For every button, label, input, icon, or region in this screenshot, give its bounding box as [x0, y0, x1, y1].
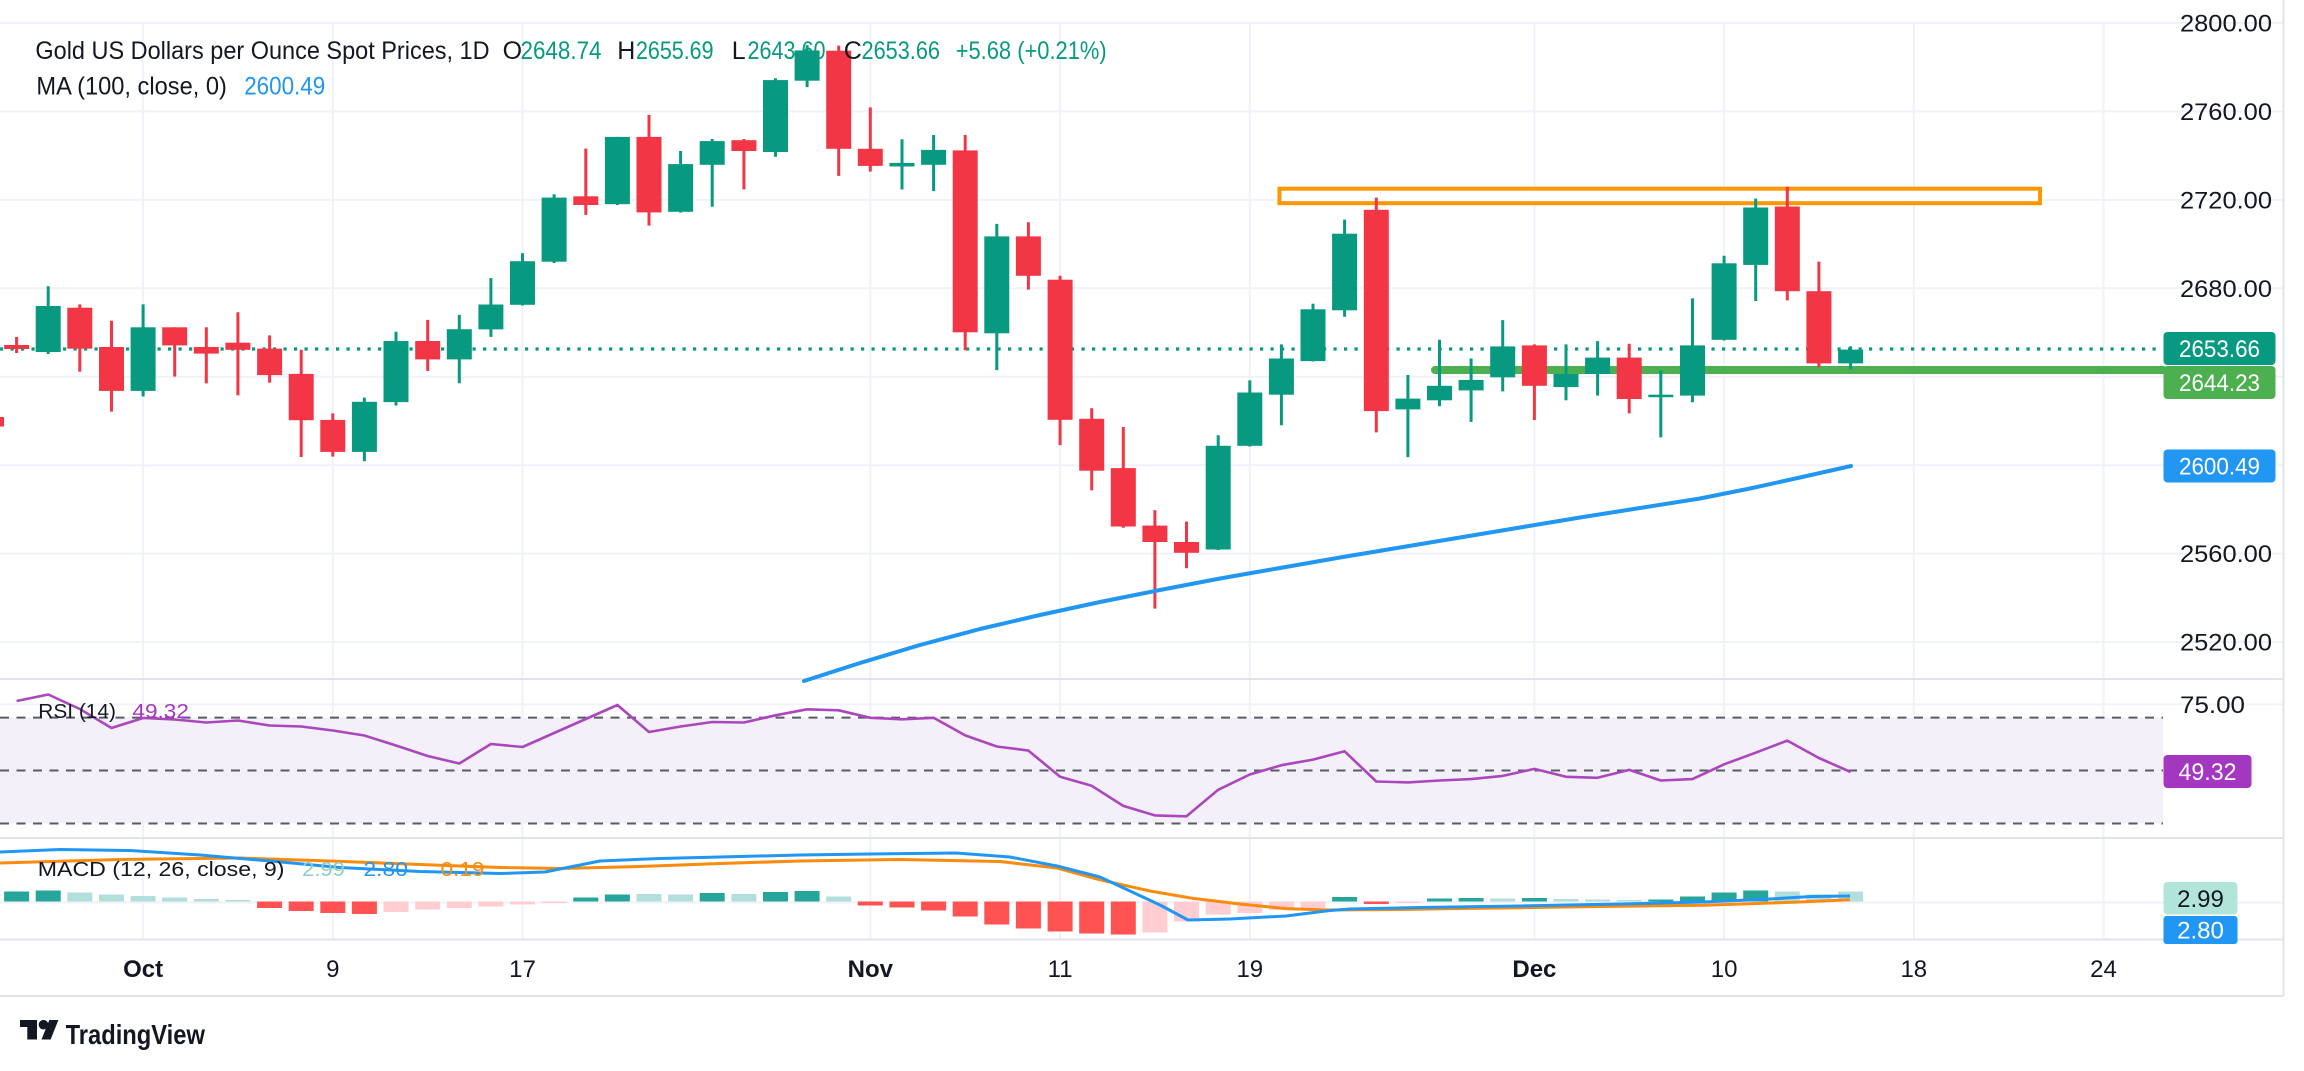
svg-text:2.99: 2.99 [302, 859, 345, 881]
svg-text:MACD (12, 26, close, 9): MACD (12, 26, close, 9) [38, 859, 285, 881]
svg-text:H: H [617, 37, 635, 65]
svg-text:75.00: 75.00 [2180, 692, 2245, 719]
svg-text:18: 18 [1900, 956, 1927, 983]
svg-text:2.80: 2.80 [364, 859, 408, 881]
svg-text:2600.49: 2600.49 [244, 73, 325, 101]
svg-text:2680.00: 2680.00 [2180, 276, 2272, 303]
svg-text:Gold US Dollars per Ounce Spot: Gold US Dollars per Ounce Spot Prices, 1… [35, 37, 489, 65]
svg-text:2.99: 2.99 [2177, 886, 2224, 913]
svg-text:O: O [503, 37, 522, 65]
svg-text:2653.66: 2653.66 [2179, 336, 2260, 363]
svg-text:Nov: Nov [848, 956, 894, 983]
svg-text:2720.00: 2720.00 [2180, 187, 2272, 214]
svg-text:Oct: Oct [123, 956, 163, 983]
svg-text:C: C [844, 37, 862, 65]
svg-text:TradingView: TradingView [66, 1019, 205, 1050]
svg-text:2655.69: 2655.69 [636, 37, 714, 65]
svg-text:2560.00: 2560.00 [2180, 541, 2272, 568]
svg-text:49.32: 49.32 [2179, 759, 2237, 786]
svg-text:2520.00: 2520.00 [2180, 630, 2272, 657]
svg-text:0.19: 0.19 [441, 859, 485, 881]
svg-text:49.32: 49.32 [132, 701, 189, 723]
svg-text:17: 17 [509, 956, 536, 983]
svg-text:Dec: Dec [1512, 956, 1556, 983]
svg-text:2653.66: 2653.66 [862, 37, 941, 65]
svg-text:24: 24 [2090, 956, 2117, 983]
svg-text:19: 19 [1236, 956, 1263, 983]
svg-text:2800.00: 2800.00 [2180, 11, 2272, 38]
svg-text:MA (100, close, 0): MA (100, close, 0) [36, 73, 227, 101]
svg-text:2.80: 2.80 [2177, 918, 2224, 945]
svg-text:2643.60: 2643.60 [748, 37, 826, 65]
svg-text:2760.00: 2760.00 [2180, 99, 2272, 126]
svg-text:2644.23: 2644.23 [2179, 370, 2260, 397]
svg-text:10: 10 [1711, 956, 1738, 983]
svg-text:2648.74: 2648.74 [521, 37, 602, 65]
svg-text:RSI (14): RSI (14) [38, 701, 116, 723]
svg-text:L: L [732, 37, 746, 65]
svg-text:+5.68 (+0.21%): +5.68 (+0.21%) [956, 37, 1107, 65]
svg-text:2600.49: 2600.49 [2179, 454, 2260, 481]
svg-text:9: 9 [326, 956, 339, 983]
svg-text:11: 11 [1048, 956, 1073, 983]
